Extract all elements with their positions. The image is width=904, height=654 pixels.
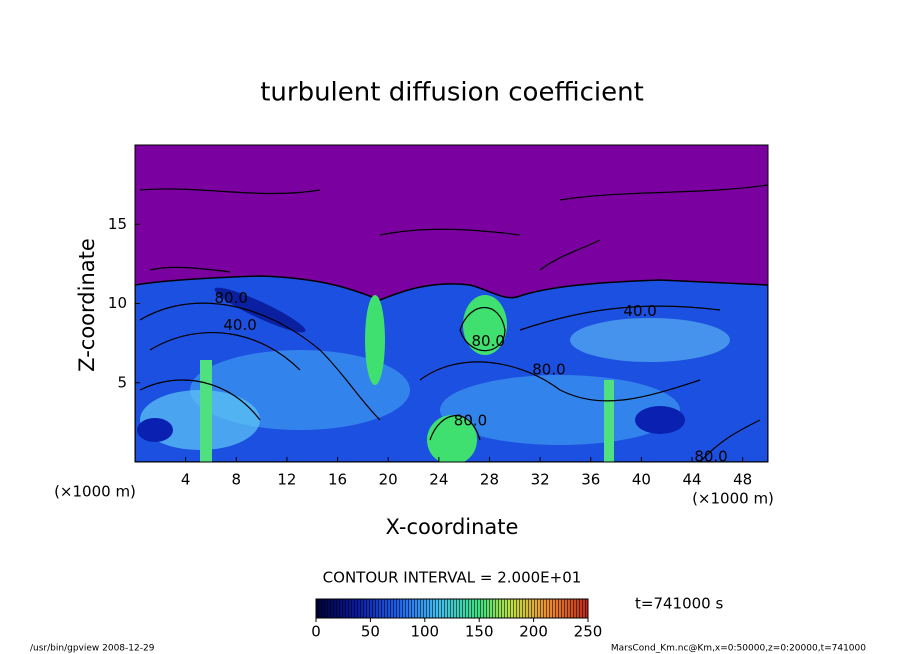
field-patch [200, 360, 212, 462]
x-tick-label: 32 [531, 471, 550, 489]
contour-label: 80.0 [532, 361, 565, 379]
y-tick-label: 5 [117, 373, 127, 391]
x-axis-title: X-coordinate [386, 515, 519, 539]
colorbar-tick-label: 250 [574, 623, 603, 641]
x-tick-label: 20 [379, 471, 398, 489]
contour-field [135, 145, 768, 462]
time-label: t=741000 s [635, 595, 723, 613]
x-tick-label: 28 [480, 471, 499, 489]
field-patch [604, 380, 614, 462]
field-patch [570, 318, 730, 362]
contour-label: 80.0 [215, 289, 248, 307]
y-axis-title: Z-coordinate [75, 238, 99, 372]
footer-right: MarsCond_Km.nc@Km,x=0:50000,z=0:20000,t=… [611, 644, 866, 654]
field-patch [214, 287, 306, 333]
contour-label: 80.0 [454, 411, 487, 429]
chart-title: turbulent diffusion coefficient [260, 78, 644, 108]
x-tick-label: 4 [181, 471, 191, 489]
x-tick-label: 36 [581, 471, 600, 489]
colorbar-tick-label: 200 [519, 623, 548, 641]
field-patch [365, 295, 385, 385]
x-tick-label: 48 [733, 471, 752, 489]
x-tick-label: 12 [277, 471, 296, 489]
x-tick-label: 8 [232, 471, 242, 489]
footer-left: /usr/bin/gpview 2008-12-29 [30, 644, 155, 654]
field-patch [427, 415, 477, 462]
colorbar-tick-label: 50 [361, 623, 380, 641]
y-tick-label: 15 [108, 215, 127, 233]
colorbar-tick-label: 100 [410, 623, 439, 641]
colorbar-frame [315, 598, 589, 619]
x-tick-label: 16 [328, 471, 347, 489]
contour-label: 80.0 [472, 332, 505, 350]
x-tick-label: 24 [429, 471, 448, 489]
contour-lines [139, 184, 768, 462]
field-patch [635, 406, 685, 434]
contour-interval: CONTOUR INTERVAL = 2.000E+01 [323, 569, 582, 587]
field-patch [137, 418, 173, 442]
colorbar-tick-label: 150 [465, 623, 494, 641]
contour-label: 40.0 [223, 316, 256, 334]
x-tick-label: 40 [632, 471, 651, 489]
colorbar-tick-label: 0 [311, 623, 321, 641]
contour-label: 80.0 [694, 448, 727, 466]
contour-label: 40.0 [623, 302, 656, 320]
x-unit-label: (×1000 m) [692, 490, 774, 508]
field-patch [440, 375, 680, 445]
x-tick-label: 44 [682, 471, 701, 489]
y-unit-label: (×1000 m) [54, 483, 136, 501]
y-tick-label: 10 [108, 294, 127, 312]
